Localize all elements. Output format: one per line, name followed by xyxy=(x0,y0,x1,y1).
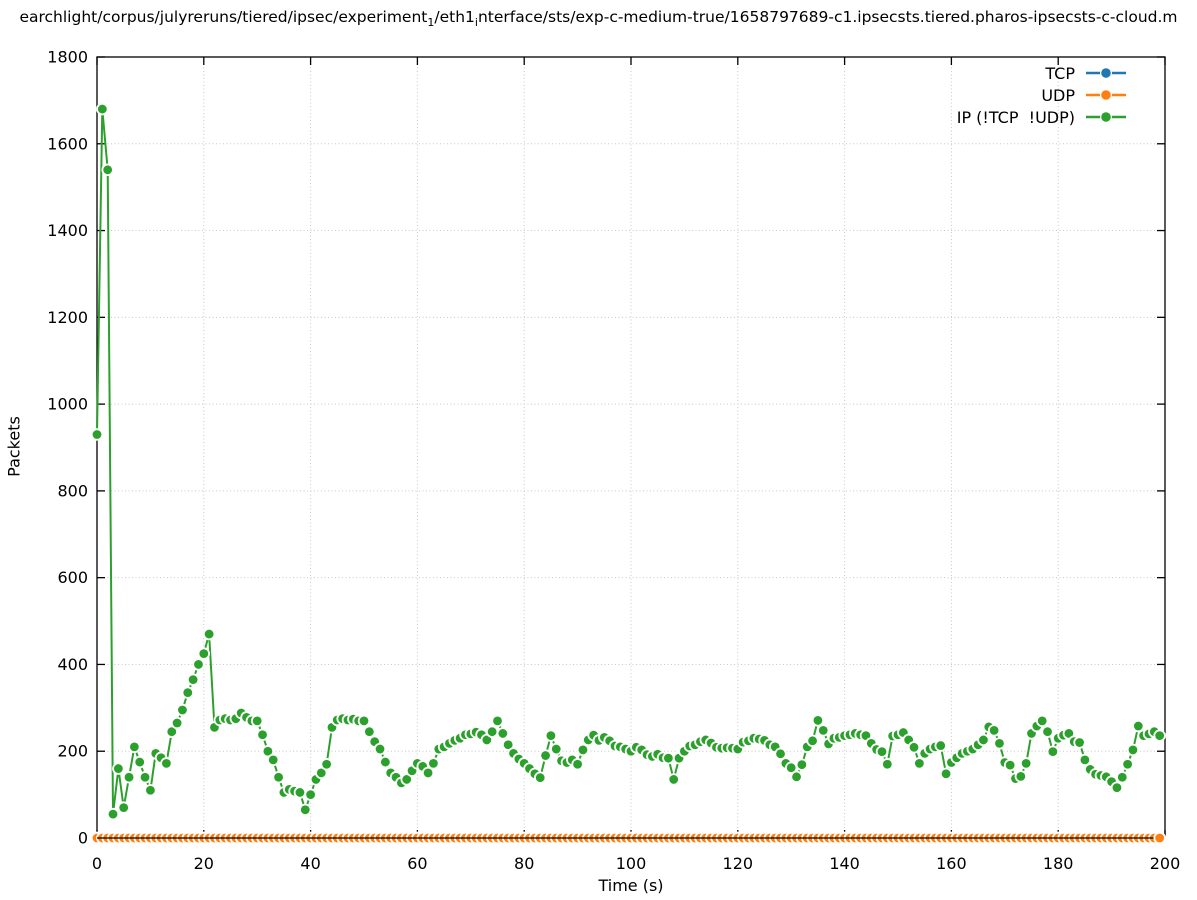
svg-text:200: 200 xyxy=(1150,854,1181,873)
svg-text:600: 600 xyxy=(57,568,88,587)
svg-text:180: 180 xyxy=(1043,854,1074,873)
title-subscript-1: 1 xyxy=(427,16,435,30)
series-udp-last-point xyxy=(1153,831,1166,845)
legend-label-udp: UDP xyxy=(1041,85,1075,105)
svg-text:1800: 1800 xyxy=(47,48,88,67)
svg-text:800: 800 xyxy=(57,481,88,500)
legend-label-tcp: TCP xyxy=(1045,63,1075,83)
x-axis-label: Time (s) xyxy=(598,876,664,895)
legend-row-ip: IP (!TCP !UDP) xyxy=(957,106,1127,128)
chart-title: earchlight/corpus/julyreruns/tiered/ipse… xyxy=(0,6,1197,34)
y-axis-label: Packets xyxy=(4,416,24,477)
svg-text:140: 140 xyxy=(829,854,860,873)
svg-text:1000: 1000 xyxy=(47,395,88,414)
svg-text:100: 100 xyxy=(616,854,647,873)
title-part-1: earchlight/corpus/julyreruns/tiered/ipse… xyxy=(19,8,428,26)
svg-text:200: 200 xyxy=(57,742,88,761)
svg-text:40: 40 xyxy=(300,854,320,873)
title-subscript-2: i xyxy=(474,16,478,30)
series-ip xyxy=(90,102,1166,821)
title-part-3: nterface/sts/exp-c-medium-true/165879768… xyxy=(477,8,1178,26)
svg-text:120: 120 xyxy=(723,854,754,873)
legend-row-udp: UDP xyxy=(957,84,1127,106)
title-part-2: /eth1 xyxy=(434,8,475,26)
svg-text:1400: 1400 xyxy=(47,221,88,240)
svg-text:400: 400 xyxy=(57,655,88,674)
svg-text:1200: 1200 xyxy=(47,308,88,327)
svg-text:80: 80 xyxy=(514,854,534,873)
legend: TCP UDP IP (!TCP !UDP) xyxy=(957,62,1127,128)
svg-text:0: 0 xyxy=(92,854,102,873)
svg-text:1600: 1600 xyxy=(47,134,88,153)
svg-text:0: 0 xyxy=(78,829,88,848)
svg-text:20: 20 xyxy=(194,854,214,873)
legend-label-ip: IP (!TCP !UDP) xyxy=(956,107,1075,127)
legend-sample-udp xyxy=(1086,89,1126,101)
svg-text:60: 60 xyxy=(407,854,427,873)
legend-row-tcp: TCP xyxy=(957,62,1127,84)
svg-text:160: 160 xyxy=(936,854,967,873)
tick-labels: 0 200 400 600 800 1000 1200 1400 1600 1800 0 20 40 60… xyxy=(47,48,1180,874)
legend-sample-ip xyxy=(1086,111,1126,123)
legend-sample-tcp xyxy=(1086,67,1126,79)
